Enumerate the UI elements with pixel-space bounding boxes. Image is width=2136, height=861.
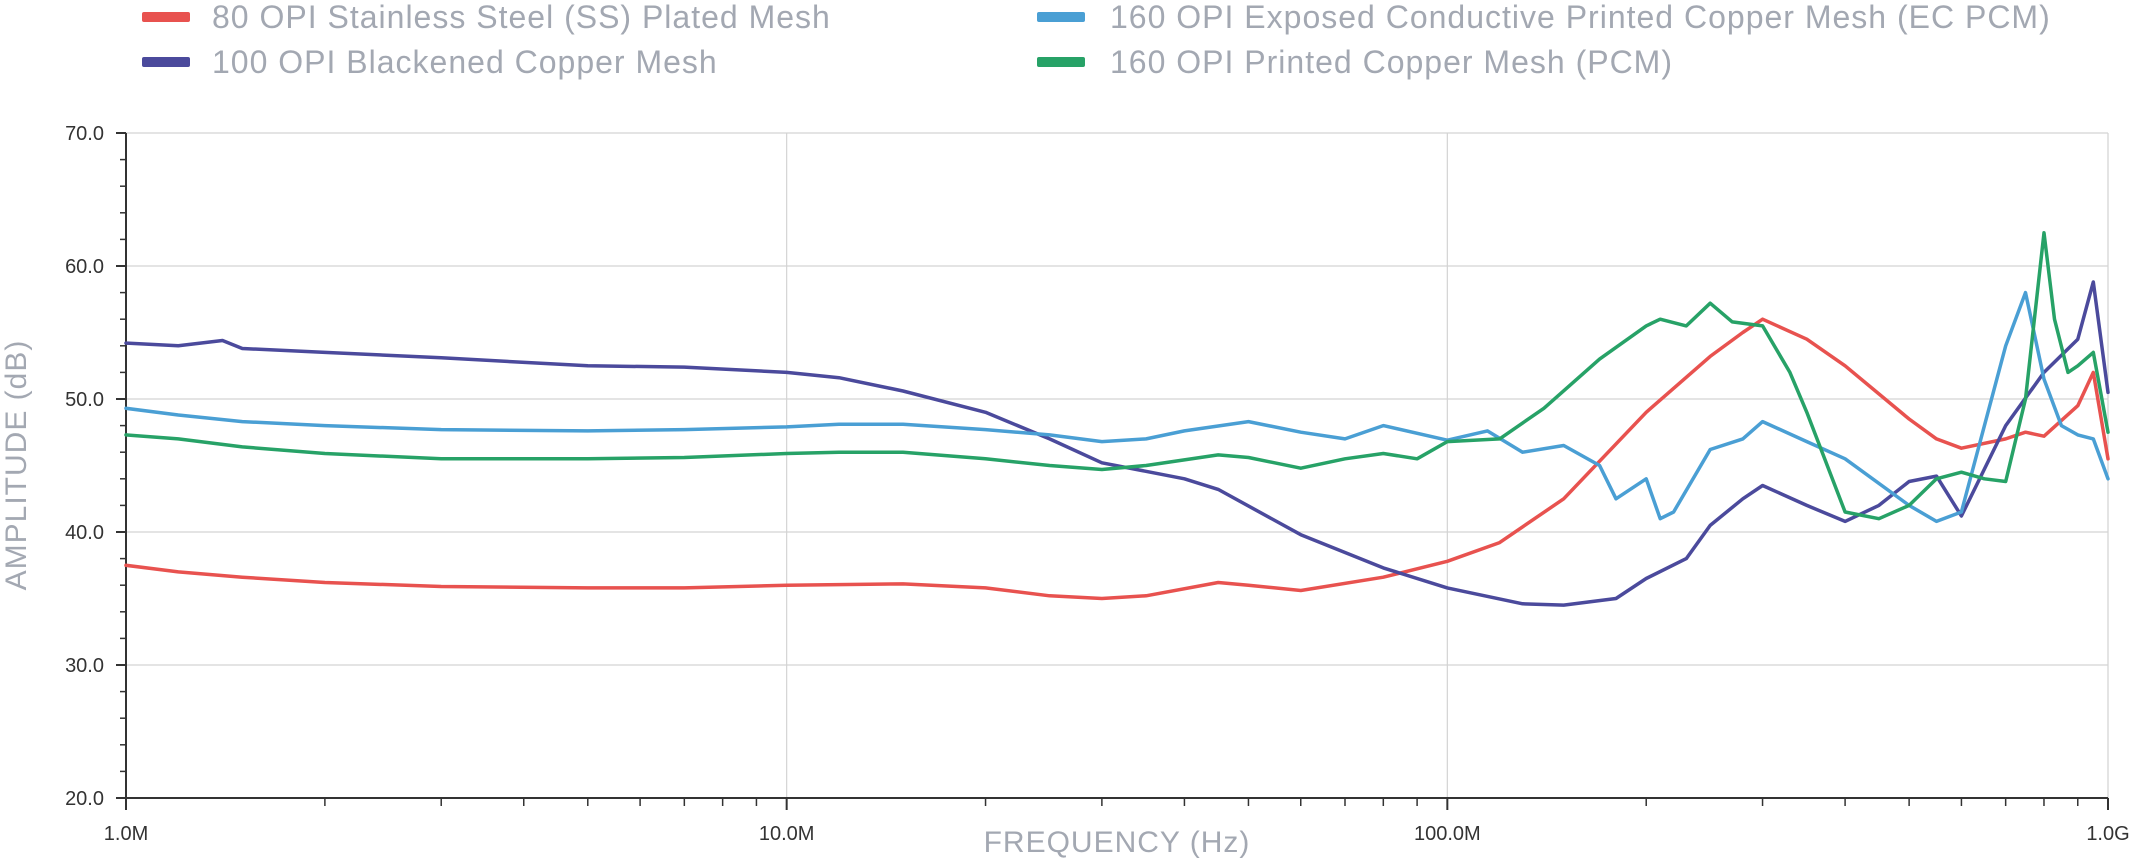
x-tick-label: 1.0G [2086,823,2129,845]
legend-swatch-blackened-copper [142,57,190,67]
legend-swatch-ss-mesh [142,12,190,22]
legend-swatch-ec-pcm [1037,12,1085,22]
y-tick-label: 60.0 [65,256,104,278]
y-tick-label: 70.0 [65,123,104,145]
y-tick-label: 50.0 [65,389,104,411]
tick-labels: 20.0 30.0 40.0 50.0 60.0 70.0 1.0M 10.0M 100.0M 1… [65,123,2130,845]
x-tick-label: 1.0M [104,823,148,845]
x-tick-label: 100.0M [1414,823,1481,845]
axes [125,133,2108,799]
grid [126,132,2109,798]
series-lines [124,231,2110,607]
series-line-3 [124,231,2110,521]
x-tick-label: 10.0M [759,823,815,845]
legend-item-ec-pcm: 160 OPI Exposed Conductive Printed Coppe… [1037,0,2051,35]
series-line-1 [124,280,2110,607]
legend-label-ec-pcm: 160 OPI Exposed Conductive Printed Coppe… [1110,0,2051,35]
legend-label-blackened-copper: 100 OPI Blackened Copper Mesh [212,44,718,80]
legend-label-ss-mesh: 80 OPI Stainless Steel (SS) Plated Mesh [212,0,831,35]
legend: 80 OPI Stainless Steel (SS) Plated Mesh … [142,0,2051,80]
legend-item-pcm: 160 OPI Printed Copper Mesh (PCM) [1037,44,1673,80]
legend-swatch-pcm [1037,57,1085,67]
series-line-0 [124,317,2110,601]
y-axis-title: AMPLITUDE (dB) [0,340,33,591]
ticks [116,132,2109,810]
legend-item-blackened-copper: 100 OPI Blackened Copper Mesh [142,44,718,80]
y-tick-label: 20.0 [65,788,104,810]
y-tick-label: 40.0 [65,522,104,544]
y-tick-label: 30.0 [65,655,104,677]
legend-label-pcm: 160 OPI Printed Copper Mesh (PCM) [1110,44,1673,80]
series-line-2 [124,290,2110,524]
legend-item-ss-mesh: 80 OPI Stainless Steel (SS) Plated Mesh [142,0,831,35]
x-axis-title: FREQUENCY (Hz) [984,826,1251,859]
